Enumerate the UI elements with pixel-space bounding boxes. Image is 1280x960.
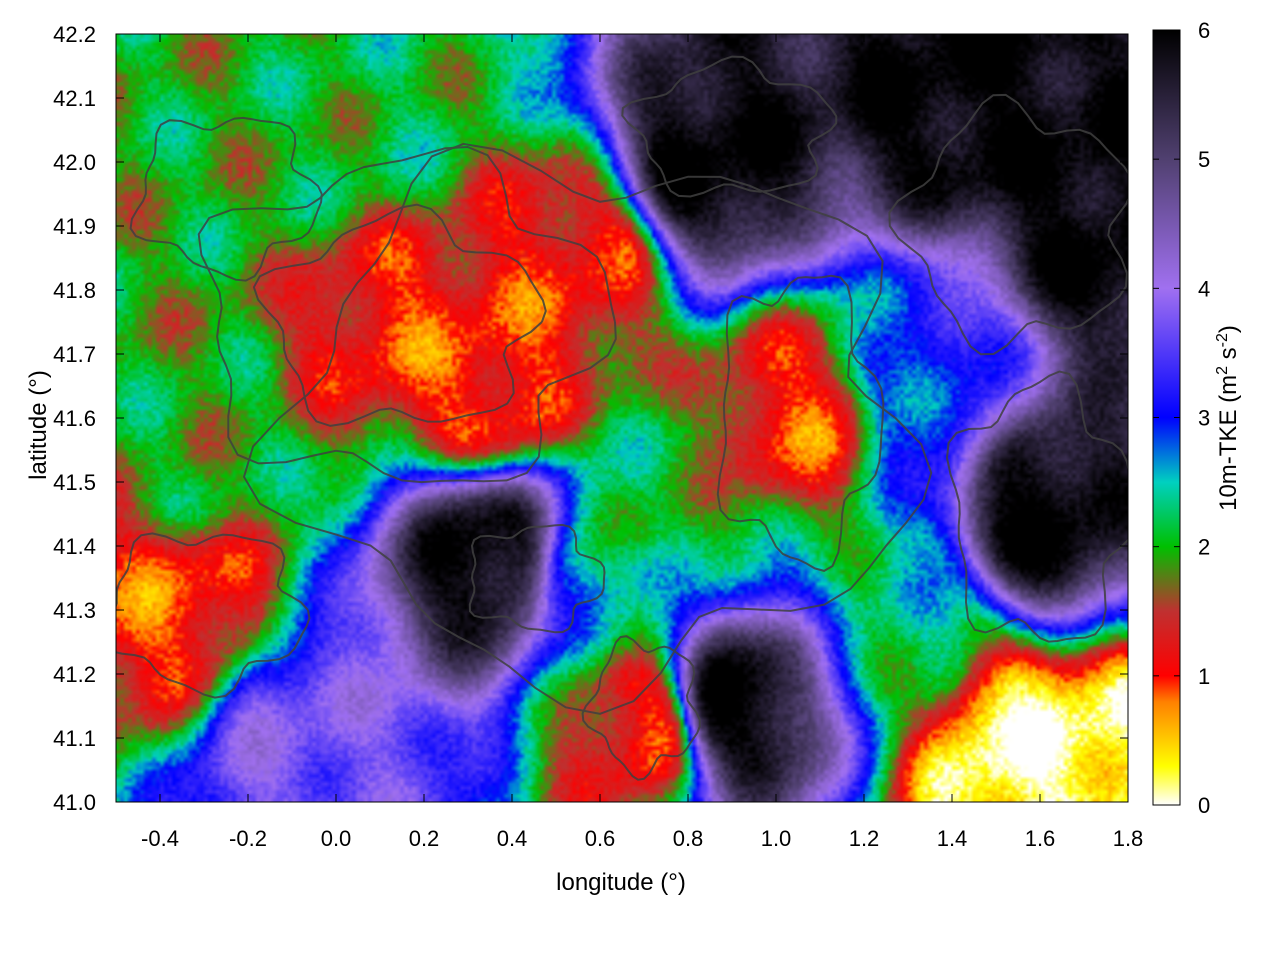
- colorbar-title-mid: s: [1215, 347, 1242, 366]
- y-tick-label: 41.1: [53, 726, 96, 751]
- y-tick-label: 41.0: [53, 790, 96, 815]
- terrain-contours: [116, 55, 1128, 781]
- tke-heatmap-image: [116, 34, 1128, 802]
- colorbar-title-end: ): [1215, 325, 1242, 333]
- y-axis-title: latitude (°): [25, 370, 52, 480]
- colorbar-tick-label: 4: [1198, 276, 1210, 301]
- colorbar-title-main: 10m-TKE (m: [1215, 375, 1242, 511]
- x-tick-label: 1.8: [1113, 826, 1144, 851]
- contour-line: [716, 274, 885, 572]
- colorbar-tick-label: 2: [1198, 535, 1210, 560]
- contour-line: [129, 116, 323, 282]
- x-axis-title: longitude (°): [556, 869, 686, 896]
- y-tick-label: 41.8: [53, 278, 96, 303]
- y-tick-label: 42.2: [53, 22, 96, 47]
- y-tick-label: 41.9: [53, 214, 96, 239]
- heatmap-plot-area: [116, 34, 1128, 802]
- contour-line: [581, 635, 701, 781]
- contour-line: [621, 55, 838, 198]
- x-tick-label: 1.4: [937, 826, 968, 851]
- y-tick-label: 42.0: [53, 150, 96, 175]
- x-tick-label: 0.2: [409, 826, 440, 851]
- x-tick-label: 1.0: [761, 826, 792, 851]
- y-tick-label: 41.4: [53, 534, 96, 559]
- x-axis-ticks: -0.4 -0.2 0.0 0.2 0.4 0.6 0.8 1.0 1.2 1.4 1.6 1.8: [141, 34, 1143, 851]
- contour-line: [197, 145, 617, 484]
- x-tick-label: -0.2: [229, 826, 267, 851]
- y-axis-ticks: 41.0 41.1 41.2 41.3 41.4 41.5 41.6 41.7 41.8 41.9…: [53, 22, 1128, 815]
- colorbar-tick-label: 6: [1198, 18, 1210, 43]
- colorbar-tick-label: 3: [1198, 406, 1210, 431]
- x-tick-label: 0.6: [585, 826, 616, 851]
- colorbar-ticks: 0 1 2 3 4 5 6: [1153, 18, 1210, 818]
- contour-line: [945, 370, 1128, 643]
- y-tick-label: 41.6: [53, 406, 96, 431]
- y-tick-label: 41.5: [53, 470, 96, 495]
- x-tick-label: -0.4: [141, 826, 179, 851]
- colorbar-title-sup1: 2: [1214, 366, 1231, 375]
- y-tick-label: 42.1: [53, 86, 96, 111]
- colorbar-tick-label: 1: [1198, 664, 1210, 689]
- colorbar: 0 1 2 3 4 5 6 10m-TKE (m2 s-2): [1152, 18, 1242, 818]
- contour-line: [252, 203, 547, 427]
- x-tick-label: 0.0: [321, 826, 352, 851]
- contour-line: [888, 93, 1128, 356]
- x-tick-label: 0.4: [497, 826, 528, 851]
- colorbar-title-sup2: -2: [1214, 333, 1231, 347]
- colorbar-tick-label: 0: [1198, 793, 1210, 818]
- contour-line: [116, 532, 311, 699]
- colorbar-title: 10m-TKE (m2 s-2): [1214, 325, 1242, 511]
- x-tick-label: 1.6: [1025, 826, 1056, 851]
- y-tick-label: 41.3: [53, 598, 96, 623]
- y-tick-label: 41.7: [53, 342, 96, 367]
- colorbar-tick-label: 5: [1198, 147, 1210, 172]
- contour-line: [242, 142, 933, 715]
- y-tick-label: 41.2: [53, 662, 96, 687]
- contour-line: [468, 523, 606, 634]
- x-tick-label: 1.2: [849, 826, 880, 851]
- x-tick-label: 0.8: [673, 826, 704, 851]
